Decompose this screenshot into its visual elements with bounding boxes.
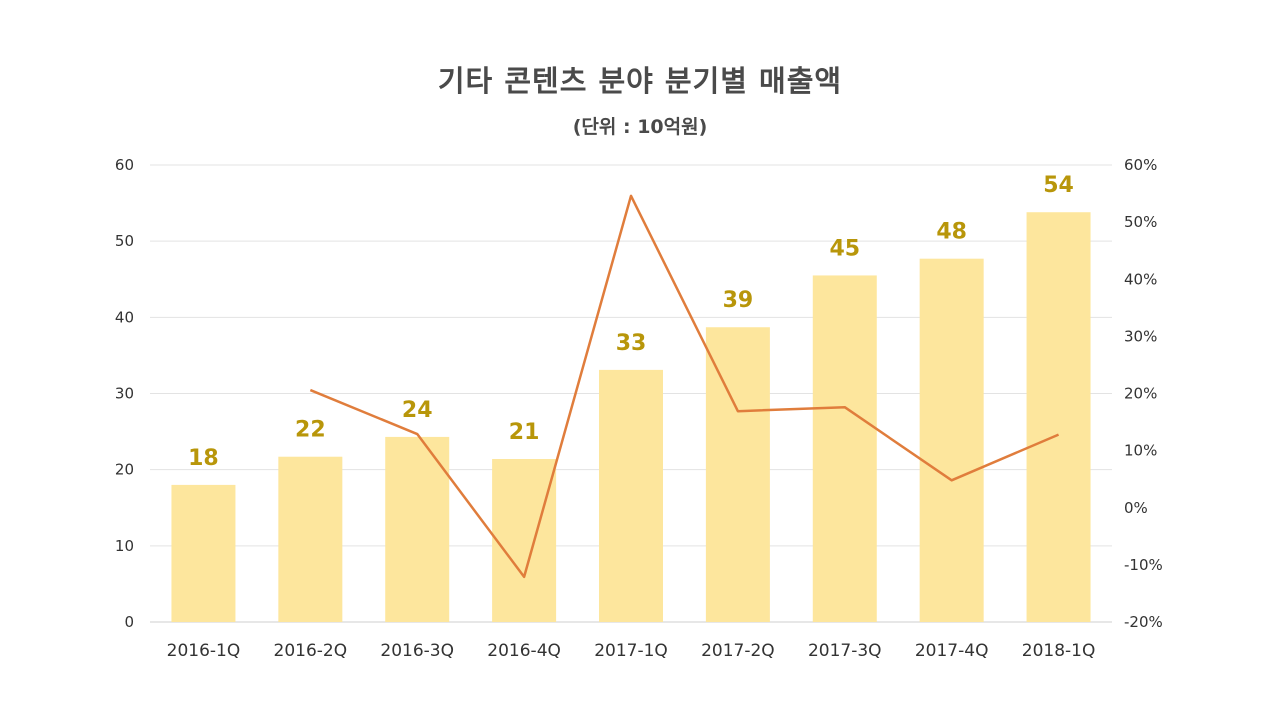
bar-data-label: 24 xyxy=(402,398,433,423)
bar xyxy=(812,275,877,622)
x-axis-tick-label: 2018-1Q xyxy=(1022,641,1096,661)
bar xyxy=(492,459,557,622)
bar xyxy=(919,258,984,622)
y2-axis-tick-label: 0% xyxy=(1124,499,1148,517)
bar xyxy=(1026,212,1091,622)
bar-data-label: 22 xyxy=(295,418,326,443)
bar xyxy=(385,436,450,622)
chart-title: 기타 콘텐츠 분야 분기별 매출액 xyxy=(437,64,843,98)
x-axis-tick-label: 2016-3Q xyxy=(380,641,454,661)
bar-data-label: 18 xyxy=(188,446,219,471)
bar-data-label: 33 xyxy=(616,331,647,356)
x-axis-tick-label: 2016-1Q xyxy=(167,641,241,661)
y-axis-tick-label: 60 xyxy=(115,156,134,174)
y-axis-tick-label: 50 xyxy=(115,232,134,250)
x-axis-tick-label: 2017-3Q xyxy=(808,641,882,661)
y-axis-tick-label: 30 xyxy=(115,385,134,403)
x-axis-tick-label: 2016-4Q xyxy=(487,641,561,661)
growth-line xyxy=(309,194,1060,579)
y2-axis-tick-label: 10% xyxy=(1124,442,1157,460)
y2-axis-tick-label: 30% xyxy=(1124,327,1157,345)
x-axis-tick-label: 2017-1Q xyxy=(594,641,668,661)
bar-data-label: 21 xyxy=(509,420,540,445)
y-axis-tick-label: 20 xyxy=(115,461,134,479)
y-axis-tick-label: 40 xyxy=(115,308,134,326)
x-axis-tick-label: 2017-2Q xyxy=(701,641,775,661)
y2-axis-tick-label: -10% xyxy=(1124,556,1163,574)
x-axis-tick-label: 2017-4Q xyxy=(915,641,989,661)
y2-axis-tick-label: 40% xyxy=(1124,270,1157,288)
bar xyxy=(171,484,236,622)
y-axis-tick-label: 0 xyxy=(124,613,134,631)
bar-data-label: 54 xyxy=(1043,173,1074,198)
bar xyxy=(705,327,770,622)
chart-subtitle: (단위 : 10억원) xyxy=(572,116,708,138)
bar-data-label: 45 xyxy=(829,236,860,261)
y2-axis-tick-label: -20% xyxy=(1124,613,1163,631)
bar-data-label: 48 xyxy=(936,220,967,245)
y-axis-tick-label: 10 xyxy=(115,537,134,555)
bar xyxy=(599,369,663,622)
y2-axis-tick-label: 60% xyxy=(1124,156,1157,174)
y2-axis-tick-label: 20% xyxy=(1124,385,1157,403)
bar-data-label: 39 xyxy=(723,288,754,313)
y2-axis-tick-label: 50% xyxy=(1124,213,1157,231)
x-axis-tick-label: 2016-2Q xyxy=(274,641,348,661)
bar xyxy=(278,456,343,622)
